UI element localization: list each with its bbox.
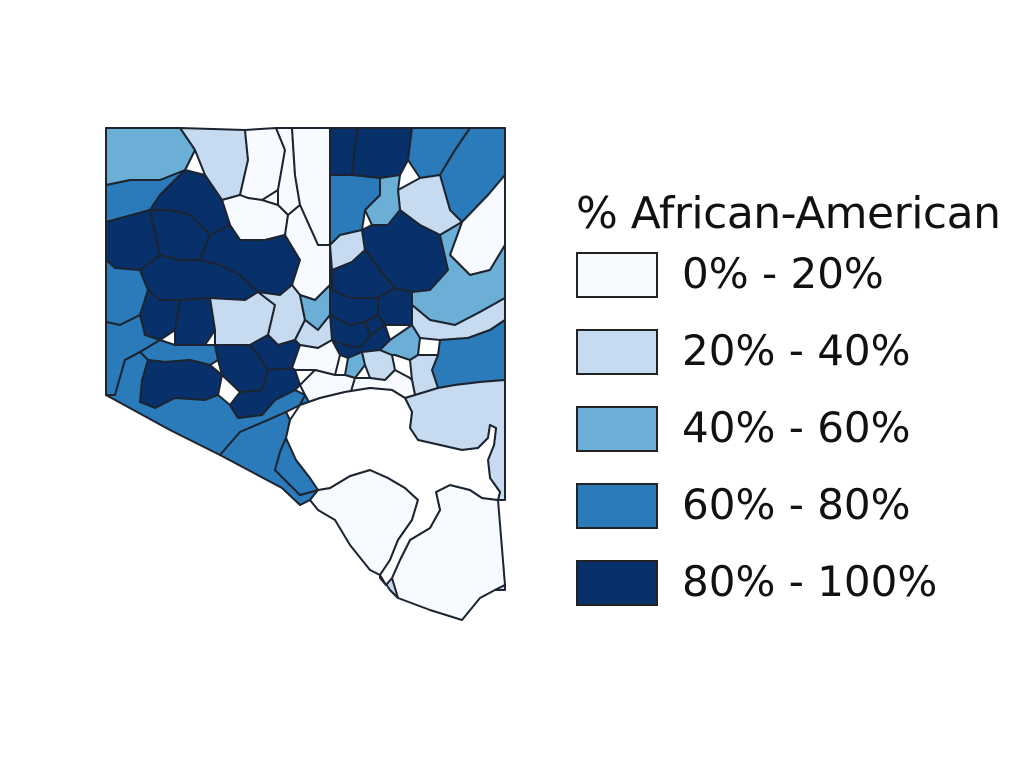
- legend-item-80-100: 80% - 100%: [576, 557, 1016, 637]
- legend-swatch: [576, 406, 658, 452]
- legend-label: 40% - 60%: [682, 403, 911, 452]
- map-region: [229, 367, 301, 419]
- legend-item-40-60: 40% - 60%: [576, 403, 1016, 483]
- map-region: [351, 127, 413, 179]
- legend-swatch: [576, 560, 658, 606]
- map-region: [364, 314, 386, 336]
- legend-item-60-80: 60% - 80%: [576, 480, 1016, 560]
- harbor-water: [285, 387, 501, 586]
- map-region: [105, 127, 196, 186]
- legend-swatch: [576, 252, 658, 298]
- legend-item-20-40: 20% - 40%: [576, 326, 1016, 406]
- legend-label: 0% - 20%: [682, 249, 884, 298]
- map-region: [494, 584, 506, 591]
- legend-label: 20% - 40%: [682, 326, 911, 375]
- legend: % African-American 0% - 20% 20% - 40% 40…: [576, 186, 1016, 637]
- map-region: [174, 297, 216, 346]
- legend-title: % African-American: [576, 188, 1001, 239]
- map-region: [329, 127, 359, 176]
- legend-swatch: [576, 483, 658, 529]
- legend-item-0-20: 0% - 20%: [576, 249, 1016, 329]
- legend-swatch: [576, 329, 658, 375]
- map-regions: [105, 127, 506, 621]
- map-region: [344, 351, 366, 379]
- map-region: [105, 351, 306, 456]
- legend-label: 60% - 80%: [682, 480, 911, 529]
- legend-label: 80% - 100%: [682, 557, 938, 606]
